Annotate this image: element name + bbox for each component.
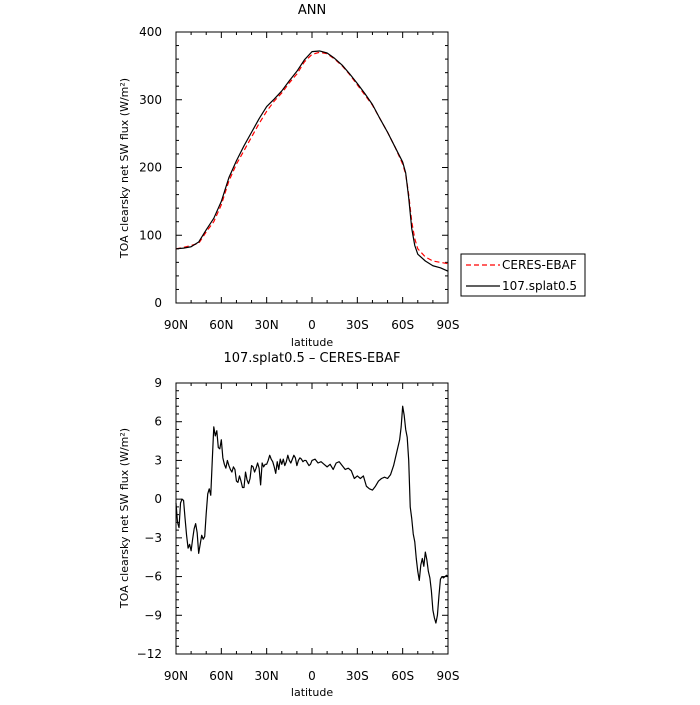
x-tick-label: 30N [255,318,279,332]
x-tick-label: 60S [391,669,414,683]
y-tick-label: −9 [144,608,162,622]
y-tick-label: −6 [144,570,162,584]
y-tick-label: 0 [154,492,162,506]
x-tick-labels-bottom: 90N 60N 30N 0 30S 60S 90S [164,669,460,683]
y-tick-label: 100 [139,228,162,242]
series-lines-bottom [175,405,449,624]
chart-panel-top: ANN 0 100 200 300 400 90N 60N 30N 0 30S 60S 90S la… [118,3,586,349]
y-tick-label: 3 [154,453,162,467]
y-tick-label: 6 [154,415,162,429]
y-tick-label: −3 [144,531,162,545]
y-axis-label-top: TOA clearsky net SW flux (W/m²) [118,78,131,259]
x-tick-labels-top: 90N 60N 30N 0 30S 60S 90S [164,318,460,332]
y-tick-label: 400 [139,25,162,39]
chart-title-top: ANN [298,3,326,18]
chart-panel-bottom: 107.splat0.5 – CERES-EBAF −12−9−6−30369 … [118,351,459,699]
x-tick-label: 60S [391,318,414,332]
y-tick-label: 200 [139,161,162,175]
series-line-bottom-0 [175,405,449,624]
y-tick-label: 0 [154,296,162,310]
plot-frame-top [175,31,449,304]
y-tick-label: 300 [139,93,162,107]
legend-label-ceres: CERES-EBAF [502,258,577,272]
x-tick-label: 30S [346,318,369,332]
x-axis-label-bottom: latitude [291,686,333,699]
x-tick-label: 60N [209,669,233,683]
y-tick-labels-bottom: −12 −9 −6 −3 0 3 6 9 [137,376,162,661]
chart-title-bottom: 107.splat0.5 – CERES-EBAF [223,351,400,366]
x-tick-label: 60N [209,318,233,332]
series-line-top-1 [175,50,449,272]
legend-frame [460,253,586,297]
x-tick-label: 30S [346,669,369,683]
legend-label-model: 107.splat0.5 [502,279,577,293]
tick-marks-top [175,31,449,304]
series-line-top-0 [175,51,449,265]
series-lines-top [175,50,449,272]
x-tick-label: 0 [308,669,316,683]
x-tick-label: 90N [164,318,188,332]
y-tick-label: −12 [137,647,162,661]
x-tick-label: 0 [308,318,316,332]
y-tick-label: 9 [154,376,162,390]
x-tick-label: 90S [437,318,460,332]
legend: CERES-EBAF 107.splat0.5 [460,253,586,297]
y-axis-label-bottom: TOA clearsky net SW flux (W/m²) [118,428,131,609]
plot-frame-bottom [175,382,449,655]
x-tick-label: 30N [255,669,279,683]
x-tick-label: 90S [437,669,460,683]
x-tick-label: 90N [164,669,188,683]
tick-marks-bottom [175,382,449,655]
x-axis-label-top: latitude [291,336,333,349]
y-tick-labels-top: 0 100 200 300 400 [139,25,162,310]
